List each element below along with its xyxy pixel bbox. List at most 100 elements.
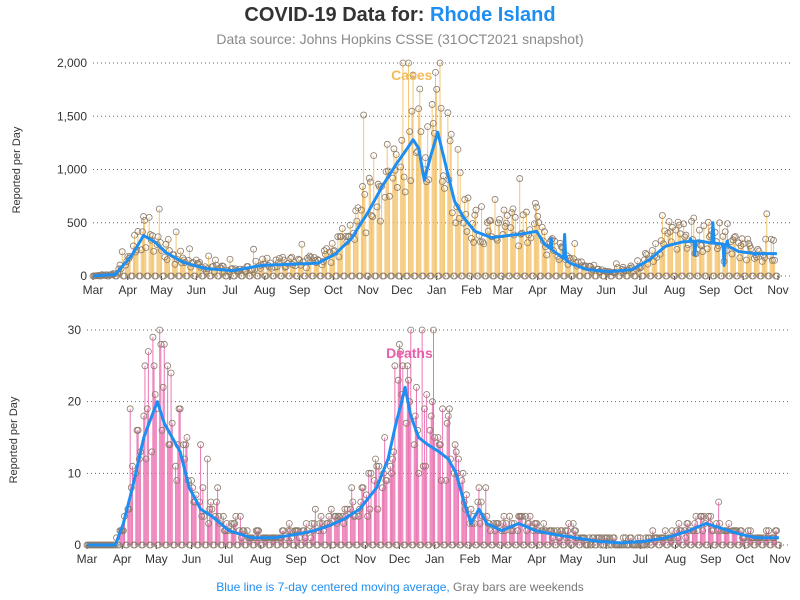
deaths-marker — [316, 520, 324, 527]
cases-marker — [137, 246, 145, 254]
deaths-bar — [759, 537, 761, 545]
deaths-bar — [742, 537, 744, 545]
cases-bar — [184, 262, 186, 276]
cases-marker — [600, 272, 608, 280]
deaths-bar — [656, 537, 658, 545]
cases-marker — [658, 212, 666, 219]
deaths-marker — [648, 541, 656, 549]
cases-marker — [370, 152, 378, 160]
cases-bar — [381, 186, 383, 276]
cases-marker — [737, 242, 745, 250]
cases-bar — [368, 178, 370, 276]
cases-marker — [461, 196, 469, 203]
cases-marker — [490, 272, 498, 280]
cases-bar — [694, 253, 696, 276]
cases-bar — [773, 240, 775, 276]
cases-bar — [639, 268, 641, 276]
chart-footer: Blue line is 7-day centered moving avera… — [0, 580, 800, 594]
deaths-marker — [459, 469, 467, 477]
cases-bar — [750, 248, 752, 276]
deaths-bar — [368, 473, 370, 545]
deaths-bar — [208, 523, 210, 545]
cases-x-tick-label: Sep — [289, 283, 311, 297]
cases-marker — [747, 245, 755, 252]
deaths-bar — [289, 530, 291, 545]
cases-marker — [478, 203, 485, 211]
deaths-bar — [203, 516, 205, 545]
deaths-bar — [295, 530, 297, 545]
deaths-bar — [287, 530, 289, 545]
deaths-bar — [479, 523, 481, 545]
deaths-x-tick-label: Jan — [425, 552, 444, 566]
deaths-bar — [398, 344, 400, 545]
cases-marker — [419, 272, 427, 280]
cases-bar — [127, 256, 129, 276]
deaths-x-tick-label: Oct — [735, 552, 754, 566]
cases-marker — [362, 229, 370, 237]
deaths-bar — [176, 480, 178, 545]
deaths-marker — [366, 505, 374, 513]
cases-bar — [326, 248, 328, 276]
cases-bar — [683, 223, 685, 276]
deaths-marker — [442, 477, 450, 484]
cases-bar — [433, 133, 435, 276]
cases-bar — [357, 207, 359, 276]
cases-x-tick-label: Aug — [664, 283, 685, 297]
deaths-marker — [156, 326, 164, 334]
cases-marker — [474, 272, 482, 280]
cases-bar — [372, 216, 374, 276]
deaths-bar — [734, 530, 736, 545]
cases-marker — [590, 261, 598, 269]
cases-bar — [698, 230, 700, 276]
deaths-x-tick-label: May — [145, 552, 168, 566]
cases-bar — [762, 254, 764, 276]
deaths-bar — [218, 516, 220, 545]
cases-bar — [519, 178, 521, 276]
deaths-marker — [477, 498, 485, 506]
deaths-marker — [656, 541, 663, 549]
deaths-marker — [151, 391, 159, 398]
cases-marker — [368, 212, 375, 219]
cases-bar — [478, 235, 480, 276]
deaths-bar — [136, 430, 138, 545]
cases-marker — [527, 234, 535, 242]
deaths-bar — [502, 523, 504, 545]
cases-bar — [449, 140, 451, 276]
deaths-bar — [280, 537, 282, 545]
deaths-marker — [166, 441, 174, 449]
chart-title: COVID-19 Data for: Rhode Island — [0, 4, 800, 27]
deaths-bar — [462, 473, 464, 545]
cases-marker — [131, 231, 138, 239]
cases-bar — [164, 256, 166, 276]
cases-marker — [516, 175, 524, 182]
cases-bar — [711, 230, 713, 276]
deaths-bar — [278, 537, 280, 545]
deaths-bar — [345, 516, 347, 545]
cases-marker — [710, 272, 718, 280]
cases-marker — [388, 272, 396, 280]
deaths-bar — [552, 537, 554, 545]
cases-bar — [529, 229, 531, 276]
cases-bar — [301, 244, 303, 276]
cases-marker — [393, 184, 401, 191]
deaths-marker — [561, 527, 569, 535]
cases-bar — [685, 235, 687, 276]
deaths-marker — [290, 541, 298, 549]
deaths-bar — [739, 530, 741, 545]
deaths-bar — [243, 530, 245, 545]
deaths-bar — [751, 537, 753, 545]
deaths-marker — [375, 462, 383, 470]
deaths-bar — [423, 408, 425, 545]
deaths-bar — [202, 487, 204, 545]
cases-bar — [732, 239, 734, 276]
deaths-bar — [486, 516, 488, 545]
deaths-marker — [126, 405, 134, 413]
cases-marker — [397, 163, 405, 171]
deaths-bar — [152, 337, 154, 545]
cases-marker — [154, 233, 162, 241]
cases-marker — [718, 272, 726, 280]
deaths-bar — [688, 530, 690, 545]
deaths-bar — [433, 330, 434, 545]
deaths-marker — [381, 434, 389, 441]
cases-marker — [566, 254, 574, 262]
